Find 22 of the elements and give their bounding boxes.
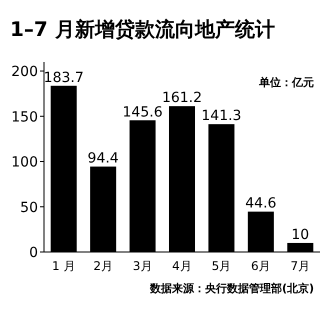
- y-tick-label: 0: [29, 245, 38, 261]
- data-label: 145.6: [122, 104, 163, 120]
- x-tick-label: 3月: [132, 259, 152, 273]
- data-label: 141.3: [201, 108, 242, 124]
- x-tick-label: 5月: [212, 259, 232, 273]
- annotation: 单位：亿元: [258, 76, 314, 89]
- x-tick-label: 4月: [172, 259, 192, 273]
- chart-title: 1–7 月新增贷款流向地产统计: [10, 17, 275, 41]
- y-tick-label: 200: [11, 64, 38, 80]
- data-label: 10: [291, 226, 310, 243]
- y-tick-label: 50: [20, 200, 38, 216]
- x-tick-label: 1 月: [52, 259, 76, 273]
- x-tick-label: 6月: [251, 259, 271, 273]
- data-label: 183.7: [44, 70, 84, 86]
- x-tick-label: 7月: [290, 259, 310, 273]
- data-label: 94.4: [88, 150, 119, 167]
- source-note: 数据来源：央行数据管理部(北京): [148, 282, 314, 295]
- data-label: 44.6: [245, 196, 277, 212]
- data-label: 161.2: [162, 90, 202, 106]
- y-tick-label: 100: [11, 154, 38, 171]
- x-tick-label: 2月: [93, 259, 113, 273]
- y-tick-label: 150: [11, 109, 38, 126]
